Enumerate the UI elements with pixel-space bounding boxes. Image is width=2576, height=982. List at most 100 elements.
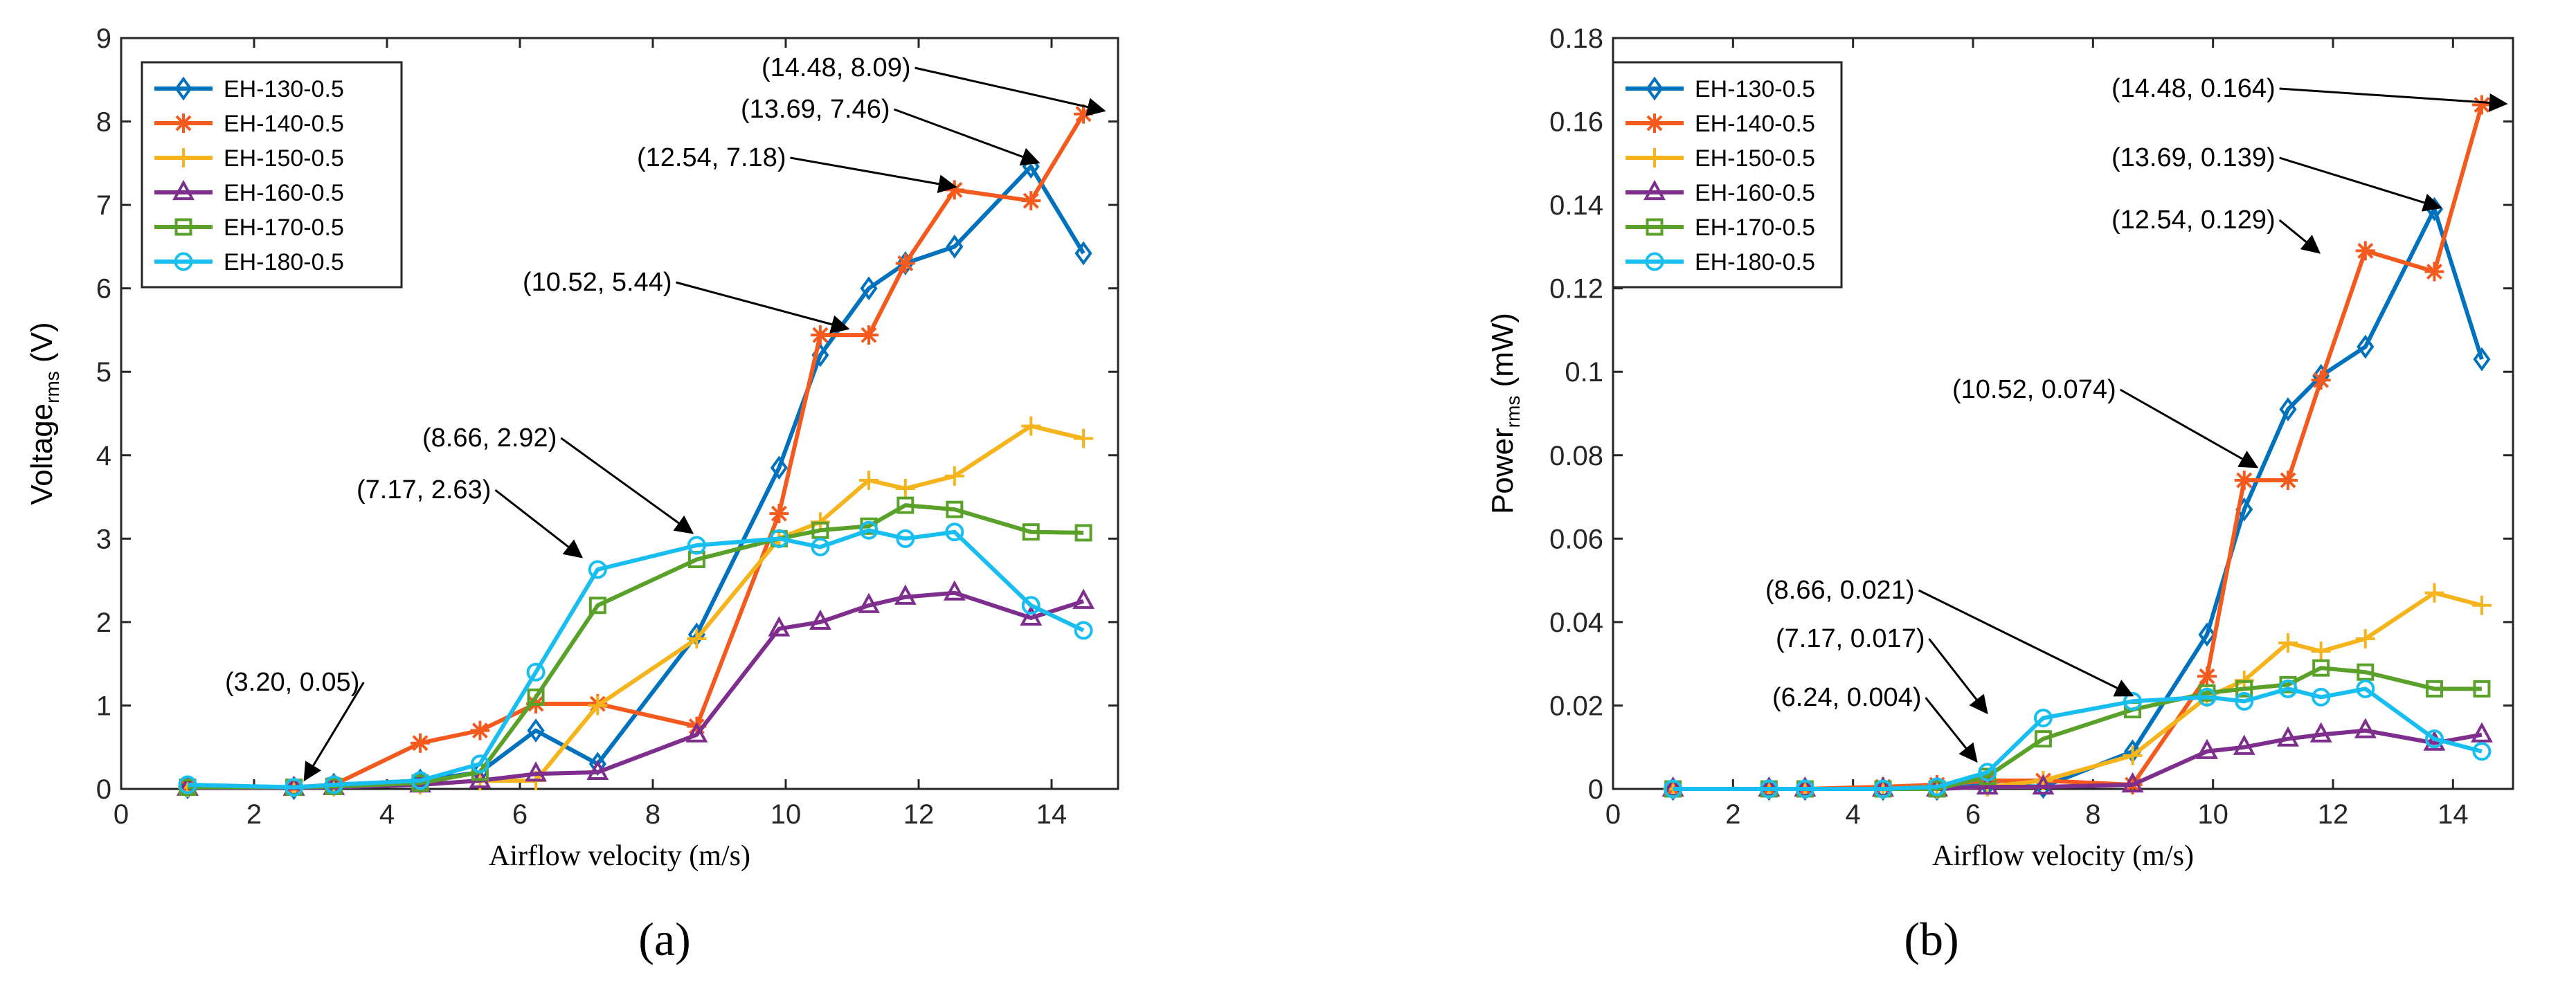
data-point	[1022, 523, 1040, 541]
data-point	[1795, 779, 1814, 799]
data-point	[2473, 347, 2491, 372]
y-tick-labels: 0 1 2 3 4 5 6 7 8 9	[96, 24, 111, 805]
legend-marker	[174, 113, 193, 133]
data-point	[2471, 95, 2492, 115]
annotation-label: (7.17, 0.017)	[1776, 624, 1925, 653]
series-line	[187, 528, 1085, 790]
data-point	[2356, 679, 2375, 698]
tick-marks	[120, 37, 1118, 790]
data-point	[1759, 779, 1778, 799]
legend-label: EH-180-0.5	[224, 249, 344, 275]
data-point	[2355, 241, 2375, 261]
series-group	[177, 104, 1095, 801]
y-tick-label: 2	[96, 608, 111, 638]
chart-panel-b: 0 2 4 6 8 10 12 14 0 0.02 0.04 0.06 0.08…	[1486, 24, 2514, 965]
data-point	[811, 537, 830, 556]
plot-frame	[1612, 37, 2514, 790]
data-point	[2309, 722, 2332, 743]
y-tick-label: 0	[1588, 774, 1603, 805]
y-axis-label-unit: (mW)	[1486, 313, 1520, 396]
legend-marker	[1645, 148, 1664, 167]
data-point	[527, 688, 545, 706]
data-point	[1074, 621, 1093, 640]
annotation-arrow	[676, 281, 850, 334]
legend-marker	[172, 179, 195, 201]
data-point	[588, 695, 608, 716]
data-point	[2233, 734, 2255, 755]
data-point	[687, 536, 706, 555]
data-point	[894, 584, 917, 605]
data-point	[2424, 262, 2444, 282]
y-axis-label-main: Power	[1486, 428, 1520, 514]
series-line	[1673, 687, 2483, 791]
y-tick-label: 0.16	[1549, 107, 1603, 138]
data-point	[1072, 588, 1095, 609]
x-axis-label: Airflow velocity (m/s)	[489, 840, 750, 872]
legend-marker	[1643, 179, 1666, 201]
x-tick-label: 12	[2318, 799, 2349, 830]
legend-label: EH-130-0.5	[1695, 76, 1815, 102]
data-point	[2278, 679, 2298, 698]
data-point	[2196, 738, 2218, 759]
y-tick-label: 9	[96, 24, 111, 54]
annotation-arrow	[790, 156, 957, 194]
data-point	[859, 325, 879, 345]
data-point	[2032, 774, 2055, 795]
data-point	[897, 496, 915, 514]
data-point	[2235, 691, 2254, 711]
annotation-arrow	[2279, 156, 2442, 212]
annotation-arrow	[1928, 638, 1988, 715]
x-tick-label: 4	[1846, 799, 1861, 830]
annotation-arrow	[1918, 589, 2134, 697]
x-tick-label: 2	[246, 799, 262, 830]
legend-marker	[1646, 218, 1664, 236]
data-point	[1873, 779, 1893, 799]
x-tick-label: 14	[2438, 799, 2469, 830]
data-point	[1074, 524, 1092, 542]
legend-marker	[174, 252, 193, 271]
data-point	[2235, 680, 2253, 698]
data-point	[896, 529, 915, 548]
y-tick-label: 8	[96, 107, 111, 138]
annotation-arrow	[560, 437, 694, 534]
legend-label: EH-170-0.5	[224, 215, 344, 241]
data-point	[810, 325, 830, 345]
data-point	[2197, 666, 2217, 687]
annotation-label: (14.48, 0.164)	[2111, 74, 2276, 103]
y-tick-labels: 0 0.02 0.04 0.06 0.08 0.1 0.12 0.14 0.16…	[1549, 24, 1603, 805]
y-axis-label-subscript: rms	[42, 371, 63, 403]
data-point	[2472, 742, 2492, 761]
data-point	[178, 775, 197, 794]
data-point	[1976, 774, 1999, 795]
data-point	[586, 759, 609, 780]
data-point	[1021, 191, 1041, 211]
legend-label: EH-160-0.5	[224, 180, 344, 206]
y-tick-label: 0	[96, 774, 111, 805]
legend-box	[141, 61, 403, 289]
legend: EH-130-0.5 EH-140-0.5 EH-150-0.5 EH-160-…	[141, 61, 403, 289]
data-point	[811, 521, 829, 539]
series-group	[1661, 95, 2493, 801]
legend-label: EH-180-0.5	[1695, 249, 1815, 275]
data-point	[809, 609, 831, 630]
data-point	[769, 504, 789, 524]
annotation-arrow	[1925, 697, 1978, 763]
data-point	[2234, 470, 2254, 490]
x-tick-label: 4	[379, 799, 395, 830]
data-point	[2312, 659, 2330, 677]
data-point	[2354, 718, 2377, 738]
legend: EH-130-0.5 EH-140-0.5 EH-150-0.5 EH-160-…	[1612, 61, 1843, 289]
legend-label: EH-140-0.5	[1695, 111, 1815, 137]
data-point	[1664, 779, 1683, 799]
data-point	[946, 234, 964, 259]
y-tick-label: 3	[96, 524, 111, 554]
legend-label: EH-170-0.5	[1695, 215, 1815, 241]
chart-panel-a: 0 2 4 6 8 10 12 14 0 1 2 3 4 5 6 7 8 9 A…	[25, 24, 1119, 965]
legend-marker	[1645, 252, 1664, 271]
y-tick-label: 4	[96, 441, 111, 471]
data-point	[411, 771, 430, 790]
x-tick-label: 0	[114, 799, 129, 830]
data-point	[2471, 595, 2492, 615]
legend-label: EH-140-0.5	[224, 111, 344, 137]
annotation-label: (13.69, 7.46)	[741, 95, 890, 124]
